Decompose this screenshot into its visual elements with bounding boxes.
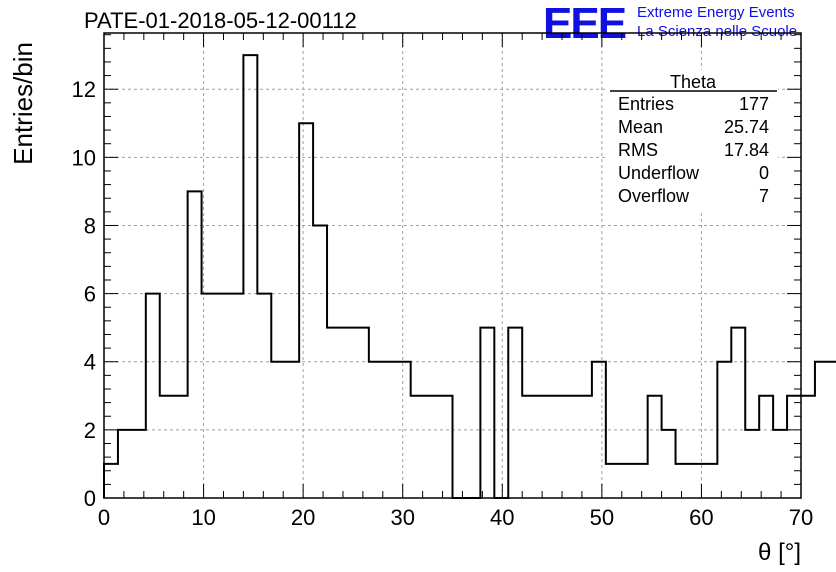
x-tick-label: 0: [98, 505, 110, 530]
y-tick-label: 10: [72, 145, 96, 170]
x-tick-label: 10: [191, 505, 215, 530]
histogram-bin: [536, 396, 550, 498]
x-tick-label: 50: [590, 505, 614, 530]
stats-label: RMS: [618, 140, 658, 160]
plot-frame: [103, 32, 802, 499]
y-tick-label: 12: [72, 77, 96, 102]
histogram-bin: [745, 430, 759, 498]
x-tick-label: 70: [789, 505, 813, 530]
histogram-bin: [634, 464, 648, 498]
histogram-bin: [132, 430, 146, 498]
stats-value: 25.74: [724, 117, 769, 137]
chart-title: PATE-01-2018-05-12-00112: [84, 8, 357, 33]
histogram-bin: [662, 430, 676, 498]
eee-logo: EEE: [543, 0, 627, 48]
histogram-bin: [327, 328, 341, 498]
histogram-bin: [146, 294, 160, 498]
y-tick-label: 2: [84, 418, 96, 443]
histogram-bin: [104, 464, 118, 498]
histogram-bin: [550, 396, 564, 498]
histogram-bin: [787, 396, 801, 498]
histogram-line: [103, 54, 836, 499]
histogram-bin: [508, 328, 522, 498]
y-axis-label: Entries/bin: [8, 42, 38, 165]
stats-value: 177: [739, 94, 769, 114]
stats-value: 17.84: [724, 140, 769, 160]
histogram-bin: [731, 328, 745, 498]
histogram-bin: [522, 396, 536, 498]
y-tick-label: 0: [84, 486, 96, 511]
histogram-bin: [411, 396, 425, 498]
stats-label: Mean: [618, 117, 663, 137]
stats-label: Overflow: [618, 186, 690, 206]
histogram-bin: [676, 464, 690, 498]
histogram-bin: [188, 191, 202, 498]
x-tick-label: 30: [390, 505, 414, 530]
histogram-bin: [118, 430, 132, 498]
histogram-bin: [815, 362, 829, 498]
histogram-bin: [299, 123, 313, 498]
histogram-bin: [229, 294, 243, 498]
histogram-bin: [829, 362, 836, 498]
x-tick-label: 40: [490, 505, 514, 530]
histogram-bin: [703, 464, 717, 498]
histogram-bin: [425, 396, 439, 498]
histogram-bin: [578, 396, 592, 498]
histogram-bin: [480, 328, 494, 498]
histogram-bin: [439, 396, 453, 498]
histogram-bin: [257, 294, 271, 498]
histogram-bin: [174, 396, 188, 498]
histogram-bin: [606, 464, 620, 498]
x-axis-label: θ [°]: [758, 539, 801, 566]
logo-line-1: Extreme Energy Events: [637, 4, 795, 21]
histogram-bin: [801, 396, 815, 498]
histogram-bin: [648, 396, 662, 498]
logo-line-2: La Scienza nelle Scuole: [637, 23, 798, 40]
histogram-bin: [773, 430, 787, 498]
histogram-bin: [243, 55, 257, 498]
x-tick-label: 60: [689, 505, 713, 530]
stats-box: [608, 70, 778, 210]
stats-label: Entries: [618, 94, 674, 114]
stats-value: 0: [759, 163, 769, 183]
histogram-bin: [355, 328, 369, 498]
y-tick-label: 4: [84, 350, 96, 375]
stats-box-title: Theta: [670, 72, 717, 92]
stats-value: 7: [759, 186, 769, 206]
y-tick-label: 6: [84, 282, 96, 307]
stats-label: Underflow: [618, 163, 700, 183]
histogram-bin: [759, 396, 773, 498]
histogram-bin: [341, 328, 355, 498]
x-tick-label: 20: [291, 505, 315, 530]
y-tick-label: 8: [84, 213, 96, 238]
histogram-bin: [564, 396, 578, 498]
histogram-bin: [216, 294, 230, 498]
histogram-bin: [160, 396, 174, 498]
